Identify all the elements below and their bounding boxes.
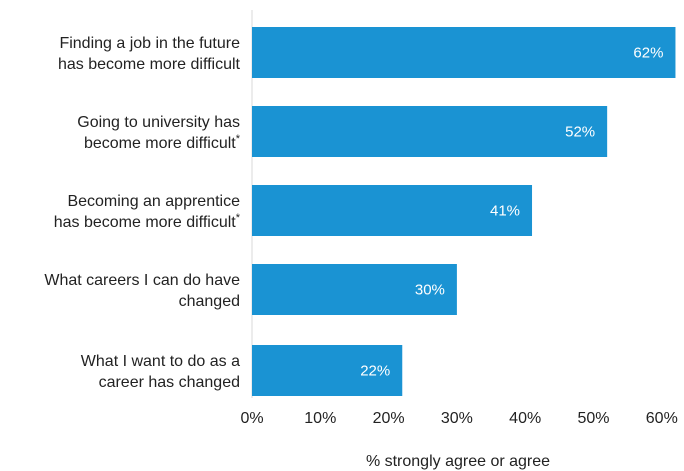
x-tick-label: 50% xyxy=(577,410,609,427)
category-label: Going to university has become more diffi… xyxy=(77,114,240,152)
category-label: Finding a job in the future has become mo… xyxy=(58,35,241,73)
category-label: What careers I can do have changed xyxy=(44,272,240,310)
bar xyxy=(252,264,457,315)
bar xyxy=(252,106,608,157)
x-tick-label: 10% xyxy=(304,410,336,427)
x-tick-label: 60% xyxy=(646,410,678,427)
bar xyxy=(252,27,676,78)
x-axis-title: % strongly agree or agree xyxy=(366,453,550,470)
x-tick-label: 0% xyxy=(240,410,263,427)
bar xyxy=(252,345,403,396)
bar-value-label: 22% xyxy=(360,363,390,380)
category-labels: Finding a job in the future has become mo… xyxy=(44,35,240,391)
bars: 62% 52% 41% 30% 22% xyxy=(252,27,676,396)
x-tick-label: 40% xyxy=(509,410,541,427)
x-tick-label: 30% xyxy=(441,410,473,427)
bar-value-label: 52% xyxy=(565,124,595,141)
bar-value-label: 62% xyxy=(633,45,663,62)
x-tick-labels: 0% 10% 20% 30% 40% 50% 60% xyxy=(240,410,677,427)
bar-value-label: 30% xyxy=(415,282,445,299)
x-tick-label: 20% xyxy=(373,410,405,427)
bar-value-label: 41% xyxy=(490,203,520,220)
category-label: What I want to do as a career has changed xyxy=(81,353,240,391)
category-label: Becoming an apprentice has become more di… xyxy=(54,193,241,231)
bar xyxy=(252,185,533,236)
